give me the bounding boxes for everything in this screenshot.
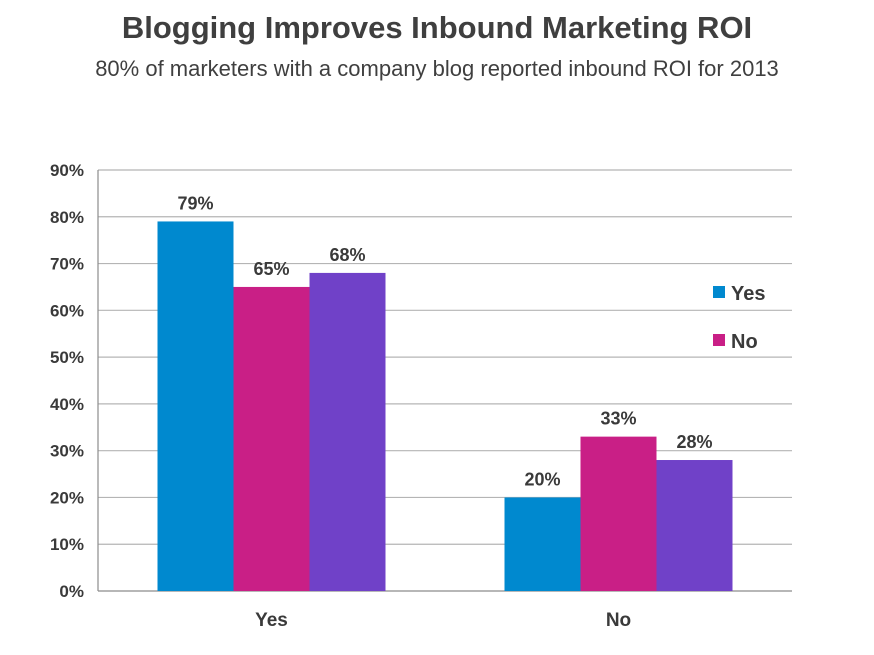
data-label: 20%: [524, 469, 560, 489]
x-tick-label: No: [606, 610, 631, 631]
legend-swatch: [713, 286, 725, 298]
bar: [157, 221, 234, 591]
y-tick-label: 90%: [50, 161, 84, 180]
legend-label: Yes: [731, 283, 765, 305]
y-tick-label: 10%: [50, 535, 84, 554]
y-tick-label: 80%: [50, 208, 84, 227]
bar: [233, 286, 310, 591]
legend-label: No: [731, 331, 758, 353]
data-label: 33%: [600, 409, 636, 429]
y-tick-label: 40%: [50, 395, 84, 414]
chart-title: Blogging Improves Inbound Marketing ROI: [121, 10, 753, 45]
x-tick-label: Yes: [255, 610, 288, 631]
y-tick-label: 70%: [50, 255, 84, 274]
y-tick-label: 20%: [50, 488, 84, 507]
data-label: 65%: [253, 259, 289, 279]
bar: [656, 460, 733, 591]
y-tick-label: 0%: [59, 582, 84, 601]
legend-swatch: [713, 334, 725, 346]
data-label: 79%: [177, 193, 213, 213]
bar: [309, 272, 386, 591]
data-label: 28%: [676, 432, 712, 452]
chart-subtitle: 80% of marketers with a company blog rep…: [95, 56, 779, 81]
y-tick-label: 60%: [50, 301, 84, 320]
bar: [580, 436, 657, 591]
bar: [504, 497, 581, 591]
data-label: 68%: [329, 245, 365, 265]
y-tick-label: 50%: [50, 348, 84, 367]
y-tick-label: 30%: [50, 442, 84, 461]
